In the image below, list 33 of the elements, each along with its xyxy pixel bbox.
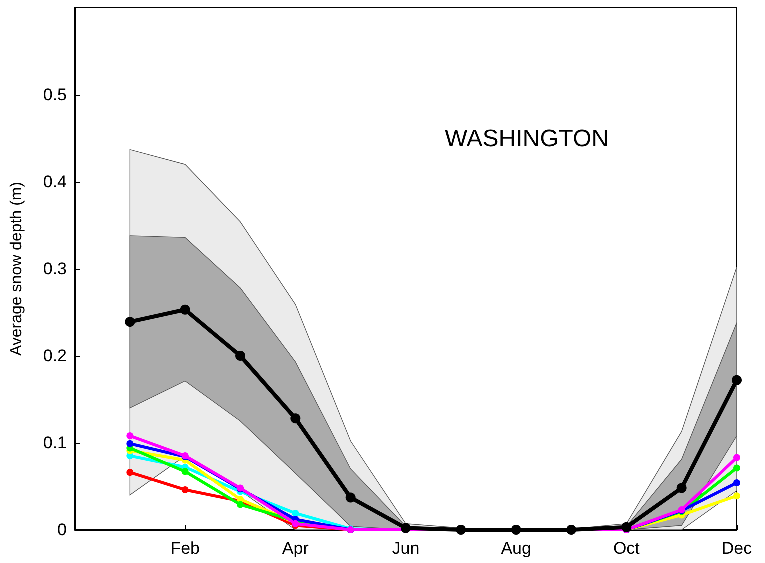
y-axis-title: Average snow depth (m) xyxy=(8,182,26,356)
y-tick-label: 0.1 xyxy=(43,434,67,452)
point xyxy=(346,492,356,503)
y-tick-label: 0.5 xyxy=(43,86,67,104)
point xyxy=(292,510,300,517)
point xyxy=(126,469,134,476)
y-tick-label: 0.3 xyxy=(43,260,67,278)
y-tick-label: 0.4 xyxy=(43,172,67,192)
point xyxy=(401,523,411,534)
point xyxy=(732,375,742,386)
point xyxy=(290,414,301,424)
x-tick-label: Dec xyxy=(722,539,753,558)
x-tick-label: Apr xyxy=(282,539,310,558)
point xyxy=(236,351,246,361)
text: WASHINGTON xyxy=(445,126,610,152)
point xyxy=(734,454,740,462)
point xyxy=(182,486,189,494)
y-tick-label: 0 xyxy=(58,520,67,540)
point xyxy=(676,483,687,494)
point xyxy=(180,304,190,315)
point xyxy=(237,501,244,508)
point xyxy=(734,464,740,472)
x-tick-label: Jun xyxy=(392,539,420,558)
x-tick-label: Aug xyxy=(501,539,532,558)
point xyxy=(182,468,189,476)
x-tick-label: Oct xyxy=(613,539,640,558)
point xyxy=(125,317,136,328)
point xyxy=(126,440,134,448)
x-tick-label: Feb xyxy=(170,539,200,558)
y-tick-label: 0.2 xyxy=(43,346,67,366)
point xyxy=(126,432,134,440)
point xyxy=(734,480,740,487)
point xyxy=(734,492,740,500)
